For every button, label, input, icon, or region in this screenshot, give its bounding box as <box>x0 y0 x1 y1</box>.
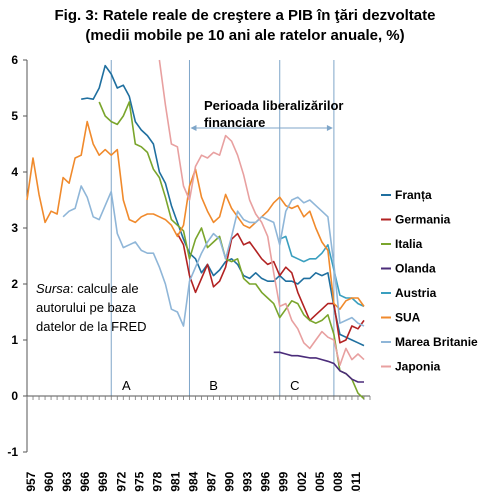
x-tick-label: 1999 <box>277 471 291 492</box>
series-line-0 <box>81 64 365 347</box>
legend-label-0: Franța <box>395 188 432 202</box>
x-tick-label: 2002 <box>295 471 309 492</box>
y-tick-label: 5 <box>11 109 18 123</box>
chart-title: Fig. 3: Ratele reale de creştere a PIB î… <box>0 6 490 46</box>
y-tick-label: 0 <box>11 389 18 403</box>
legend-label-3: Olanda <box>395 262 436 276</box>
x-tick-label: 1960 <box>42 471 56 492</box>
source-note-rest: : calcule ale <box>70 281 139 296</box>
legend-label-2: Italia <box>395 237 423 251</box>
source-note-line-3: datelor de la FRED <box>36 319 147 334</box>
series-line-2 <box>98 101 365 400</box>
y-tick-label: 1 <box>11 333 18 347</box>
source-note-line-2: autorului pe baza <box>36 300 137 315</box>
series-lines <box>26 59 365 400</box>
period-bracket-arrow-right <box>326 125 333 131</box>
legend-label-5: SUA <box>395 311 421 325</box>
period-label-B: B <box>209 378 218 393</box>
x-tick-label: 1984 <box>186 471 200 492</box>
x-tick-label: 2008 <box>331 471 345 492</box>
x-tick-label: 1981 <box>168 471 182 492</box>
period-label-C: C <box>290 378 299 393</box>
legend-label-1: Germania <box>395 213 451 227</box>
x-tick-label: 1972 <box>114 471 128 492</box>
y-tick-label: 4 <box>11 165 18 179</box>
series-line-1 <box>176 232 365 344</box>
x-tick-label: 1957 <box>24 471 38 492</box>
x-tick-label: 2005 <box>313 471 327 492</box>
x-tick-label: 1993 <box>241 471 255 492</box>
x-tick-label: 2011 <box>349 472 363 492</box>
x-tick-label: 1975 <box>132 471 146 492</box>
source-note-italic: Sursa <box>36 281 70 296</box>
y-tick-label: 3 <box>11 221 18 235</box>
legend-label-6: Marea Britanie <box>395 335 478 349</box>
series-line-3 <box>273 351 364 383</box>
period-bracket-arrow-left <box>190 125 197 131</box>
x-tick-label: 1969 <box>96 471 110 492</box>
annotations: Sursa: calcule ale autorului pe baza dat… <box>36 98 343 334</box>
series-line-4 <box>279 235 365 308</box>
x-tick-label: 1963 <box>60 471 74 492</box>
y-tick-label: 6 <box>11 53 18 67</box>
period-bracket-label-2: financiare <box>204 115 265 130</box>
x-tick-label: 1987 <box>205 471 219 492</box>
source-note-line-1: Sursa: calcule ale <box>36 281 139 296</box>
x-tick-label: 1996 <box>259 471 273 492</box>
x-tick-label: 1978 <box>150 471 164 492</box>
legend-label-7: Japonia <box>395 360 441 374</box>
series-line-6 <box>62 185 365 327</box>
period-bracket-label-1: Perioada liberalizărilor <box>204 98 343 113</box>
period-label-A: A <box>122 378 131 393</box>
legend-label-4: Austria <box>395 286 437 300</box>
chart-title-line-1: Fig. 3: Ratele reale de creştere a PIB î… <box>54 7 436 24</box>
y-tick-label: -1 <box>7 445 18 459</box>
y-tick-label: 2 <box>11 277 18 291</box>
series-line-7 <box>158 59 365 367</box>
chart-title-line-2: (medii mobile pe 10 ani ale ratelor anua… <box>85 27 405 44</box>
legend: Franța Germania Italia Olanda Austria SUA Mare… <box>381 188 478 374</box>
x-tick-label: 1966 <box>78 471 92 492</box>
x-tick-label: 1990 <box>223 471 237 492</box>
axes: -1 0 1 2 3 4 5 6 1957 1960 1963 1966 1969 1972 1975 197… <box>7 53 371 492</box>
period-markers: A B C <box>110 60 335 396</box>
